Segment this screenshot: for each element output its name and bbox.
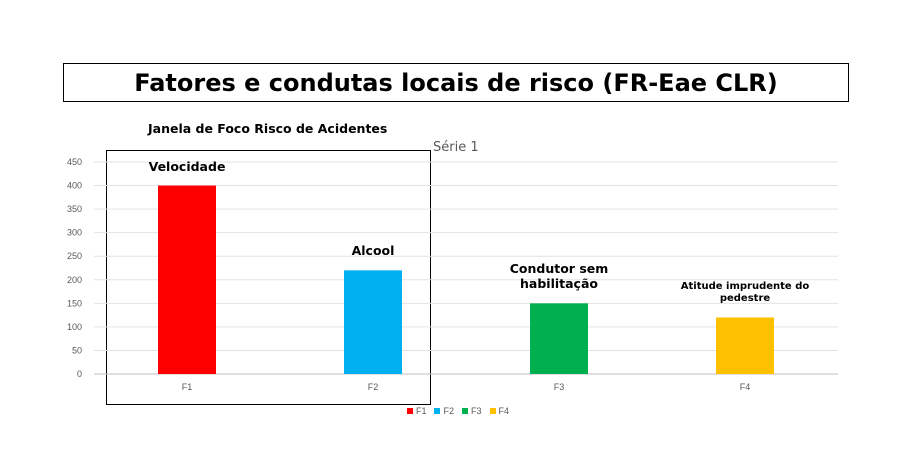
x-tick-label: F1: [182, 382, 193, 392]
bar-f1: [158, 185, 216, 374]
y-tick-label: 50: [72, 345, 82, 355]
legend-item-f4: F4: [489, 406, 510, 416]
chart-legend: F1 F2 F3 F4: [0, 406, 912, 416]
series-label: Série 1: [433, 140, 479, 155]
y-tick-label: 300: [67, 228, 82, 238]
y-tick-label: 250: [67, 251, 82, 261]
legend-swatch: [462, 408, 468, 414]
legend-label: F2: [443, 406, 454, 416]
bar-f3: [530, 303, 588, 374]
chart-title-box: Fatores e condutas locais de risco (FR-E…: [63, 63, 849, 102]
focus-window-label: Janela de Foco Risco de Acidentes: [148, 121, 388, 136]
y-tick-label: 450: [67, 157, 82, 167]
bar-label-f3: Condutor sem habilitação: [509, 261, 609, 292]
chart-title: Fatores e condutas locais de risco (FR-E…: [134, 68, 778, 97]
bar-label-f4: Atitude imprudente do pedestre: [680, 281, 810, 305]
y-tick-label: 0: [77, 369, 82, 379]
y-tick-label: 100: [67, 322, 82, 332]
legend-item-f1: F1: [406, 406, 427, 416]
legend-swatch: [489, 408, 496, 414]
legend-item-f2: F2: [434, 406, 454, 416]
y-tick-label: 400: [67, 181, 82, 191]
legend-swatch: [406, 408, 413, 414]
legend-label: F3: [471, 406, 482, 416]
legend-label: F4: [498, 406, 510, 416]
legend-label: F1: [415, 406, 427, 416]
y-tick-label: 150: [67, 298, 82, 308]
legend-swatch: [434, 408, 441, 414]
bar-f2: [344, 270, 402, 374]
x-tick-label: F4: [740, 382, 751, 392]
x-tick-label: F3: [554, 382, 565, 392]
bar-label-f2: Alcool: [351, 243, 395, 259]
y-tick-label: 200: [67, 275, 82, 285]
bar-f4: [716, 317, 774, 374]
y-tick-label: 350: [67, 204, 82, 214]
bar-label-f1: Velocidade: [148, 158, 226, 174]
focus-window-frame: [106, 150, 431, 405]
legend-item-f3: F3: [462, 406, 482, 416]
x-tick-label: F2: [368, 382, 379, 392]
